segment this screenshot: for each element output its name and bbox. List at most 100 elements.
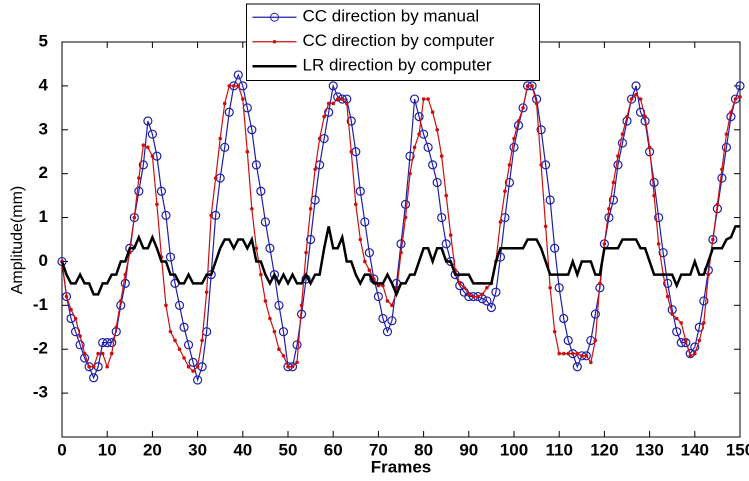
point-marker [590, 309, 600, 319]
point-marker [186, 364, 191, 369]
point-marker [256, 186, 266, 196]
point-marker [616, 154, 620, 158]
point-marker [559, 313, 569, 324]
point-marker [426, 97, 430, 101]
legend: CC direction by manual CC direction by co… [246, 3, 540, 81]
x-tick-label: 140 [681, 440, 709, 459]
point-marker [326, 101, 331, 106]
x-tick-label: 110 [545, 440, 572, 459]
point-marker [663, 278, 673, 288]
point-marker [204, 290, 209, 294]
point-marker [193, 375, 203, 385]
point-marker [412, 145, 417, 150]
point-marker [626, 94, 637, 104]
point-marker [317, 136, 322, 141]
point-marker [575, 351, 580, 356]
point-marker [634, 92, 638, 97]
point-marker [277, 347, 281, 352]
x-tick-label: 20 [143, 440, 162, 459]
point-marker [292, 340, 302, 350]
point-marker [608, 195, 619, 205]
point-marker [349, 149, 354, 154]
point-marker [534, 101, 539, 106]
point-marker [507, 163, 512, 167]
y-axis-label: Amplitude(mm) [9, 186, 26, 294]
point-marker [462, 285, 467, 290]
point-marker [191, 369, 195, 373]
point-marker [629, 97, 634, 101]
point-marker [355, 186, 365, 196]
point-marker [439, 154, 444, 158]
point-marker [385, 299, 390, 303]
point-marker [584, 354, 589, 358]
point-marker [324, 107, 334, 117]
point-marker [611, 180, 616, 185]
point-marker [340, 97, 345, 101]
point-marker [706, 272, 711, 277]
point-marker [476, 294, 480, 299]
point-marker [174, 300, 185, 310]
point-marker [589, 360, 593, 365]
point-marker [432, 177, 442, 188]
point-marker [274, 300, 284, 310]
point-marker [471, 294, 476, 299]
point-marker [123, 272, 128, 277]
point-marker [580, 354, 584, 358]
point-marker [457, 281, 462, 286]
point-marker [114, 325, 119, 330]
point-marker [390, 303, 394, 308]
point-marker [530, 84, 534, 88]
point-marker [702, 321, 706, 325]
point-marker [566, 351, 571, 356]
point-marker [168, 329, 173, 334]
point-marker [509, 142, 519, 152]
point-marker [313, 167, 317, 172]
point-marker [188, 357, 198, 367]
x-tick-label: 30 [188, 440, 207, 459]
point-marker [96, 351, 100, 356]
point-marker [525, 84, 530, 88]
point-marker [679, 321, 684, 325]
x-tick-label: 60 [324, 440, 343, 459]
point-marker [399, 250, 403, 255]
point-marker [147, 129, 157, 139]
point-marker [491, 287, 501, 297]
point-marker [665, 294, 670, 299]
point-marker [647, 145, 652, 150]
point-marker [218, 136, 222, 141]
point-marker [441, 239, 451, 249]
point-marker [428, 160, 438, 170]
point-marker [482, 296, 492, 306]
point-marker [539, 163, 543, 167]
point-marker [200, 338, 204, 343]
point-marker [563, 335, 573, 346]
point-marker [435, 127, 439, 132]
point-marker [182, 356, 186, 360]
x-tick-label: 90 [459, 440, 478, 459]
point-marker [278, 327, 289, 337]
x-tick-label: 130 [635, 440, 663, 459]
x-axis-label: Frames [371, 457, 431, 476]
point-marker [73, 316, 78, 321]
point-marker [213, 176, 218, 180]
point-marker [498, 220, 503, 224]
point-marker [607, 206, 611, 211]
point-marker [405, 151, 415, 161]
point-marker [467, 292, 471, 297]
point-marker [486, 302, 496, 313]
point-marker [161, 210, 171, 220]
point-marker [381, 283, 385, 288]
point-marker [146, 145, 150, 150]
legend-swatch [270, 12, 279, 22]
point-marker [620, 132, 625, 136]
point-marker [247, 125, 257, 135]
point-marker [222, 101, 227, 106]
point-marker [593, 338, 598, 343]
point-marker [259, 272, 263, 277]
point-marker [78, 334, 82, 338]
x-tick-label: 40 [233, 440, 252, 459]
y-tick-label: 2 [39, 163, 48, 182]
y-tick-label: -2 [33, 339, 48, 358]
point-marker [328, 81, 338, 91]
point-marker [173, 338, 177, 343]
